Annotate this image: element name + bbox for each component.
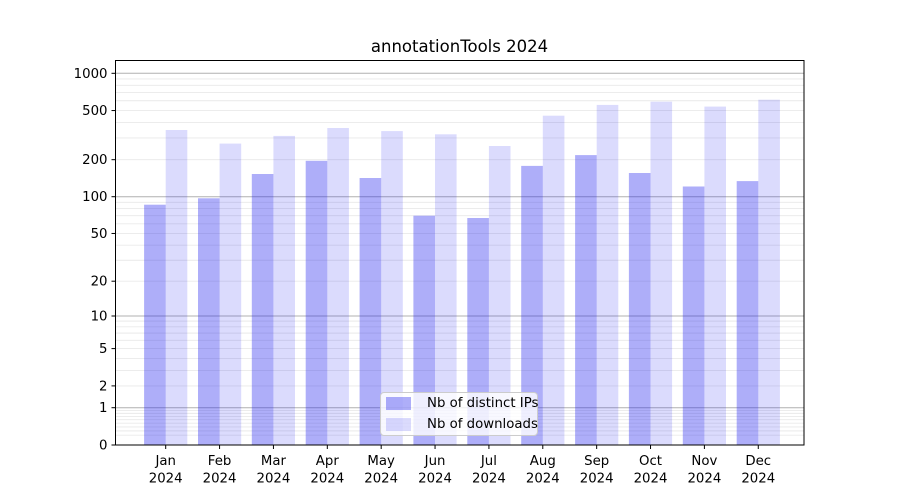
y-tick-label: 1: [99, 401, 107, 416]
x-tick-label: Apr 2024: [310, 454, 344, 487]
legend-swatch-downloads: [386, 417, 411, 431]
bar-downloads-sep: [596, 104, 619, 446]
x-tick-label: Jun 2024: [418, 454, 452, 487]
bar-downloads-jun: [435, 134, 457, 446]
x-tick-label: Sep 2024: [580, 454, 614, 487]
y-tick-label: 5: [99, 342, 107, 357]
bar-distinct-ips-aug: [521, 165, 543, 445]
y-tick-label: 50: [91, 227, 108, 242]
y-tick-label: 100: [82, 190, 107, 205]
y-tick-label: 10: [91, 309, 108, 324]
y-tick-label: 500: [82, 104, 107, 119]
bar-distinct-ips-apr: [305, 160, 328, 446]
bar-downloads-jan: [165, 130, 188, 445]
bar-downloads-jul: [488, 146, 511, 445]
y-tick-label: 2: [99, 379, 107, 394]
bar-distinct-ips-jul: [467, 218, 489, 445]
bar-distinct-ips-nov: [682, 186, 705, 445]
bar-downloads-aug: [542, 115, 565, 445]
x-tick-label: Mar 2024: [257, 454, 291, 487]
legend-item-distinct-ips: Nb of distinct IPs: [386, 397, 538, 411]
plot-border: [115, 60, 805, 446]
chart-title: annotationTools 2024: [370, 37, 549, 56]
bar-distinct-ips-mar: [251, 174, 274, 445]
legend-label-distinct-ips: Nb of distinct IPs: [427, 396, 539, 412]
bar-distinct-ips-jun: [413, 215, 435, 445]
x-tick-label: Dec 2024: [741, 454, 775, 487]
legend: Nb of distinct IPs Nb of downloads: [380, 392, 538, 436]
x-tick-label: May 2024: [364, 454, 398, 487]
y-tick-label: 1000: [74, 67, 108, 82]
bar-downloads-dec: [758, 99, 780, 445]
x-tick-label: Aug 2024: [526, 454, 560, 487]
bar-distinct-ips-jan: [144, 204, 166, 445]
bar-distinct-ips-sep: [575, 155, 597, 445]
bar-distinct-ips-oct: [628, 173, 651, 445]
bar-downloads-apr: [327, 128, 349, 445]
legend-label-downloads: Nb of downloads: [427, 416, 538, 432]
y-tick-label: 0: [99, 439, 107, 454]
bar-distinct-ips-may: [359, 178, 382, 445]
bar-distinct-ips-dec: [736, 181, 759, 445]
legend-item-downloads: Nb of downloads: [386, 417, 538, 431]
x-tick-label: Nov 2024: [687, 454, 721, 487]
bar-downloads-oct: [650, 101, 673, 445]
y-tick-label: 20: [91, 275, 108, 290]
bar-downloads-may: [381, 131, 403, 445]
bar-downloads-nov: [704, 106, 726, 445]
bar-distinct-ips-feb: [198, 198, 220, 445]
legend-swatch-distinct-ips: [386, 397, 411, 411]
x-tick-label: Feb 2024: [203, 454, 237, 487]
bar-downloads-feb: [219, 143, 242, 445]
y-tick-label: 200: [82, 153, 107, 168]
bar-downloads-mar: [273, 135, 295, 445]
x-tick-label: Jul 2024: [472, 454, 506, 487]
x-tick-label: Oct 2024: [634, 454, 668, 487]
x-tick-label: Jan 2024: [149, 454, 183, 487]
